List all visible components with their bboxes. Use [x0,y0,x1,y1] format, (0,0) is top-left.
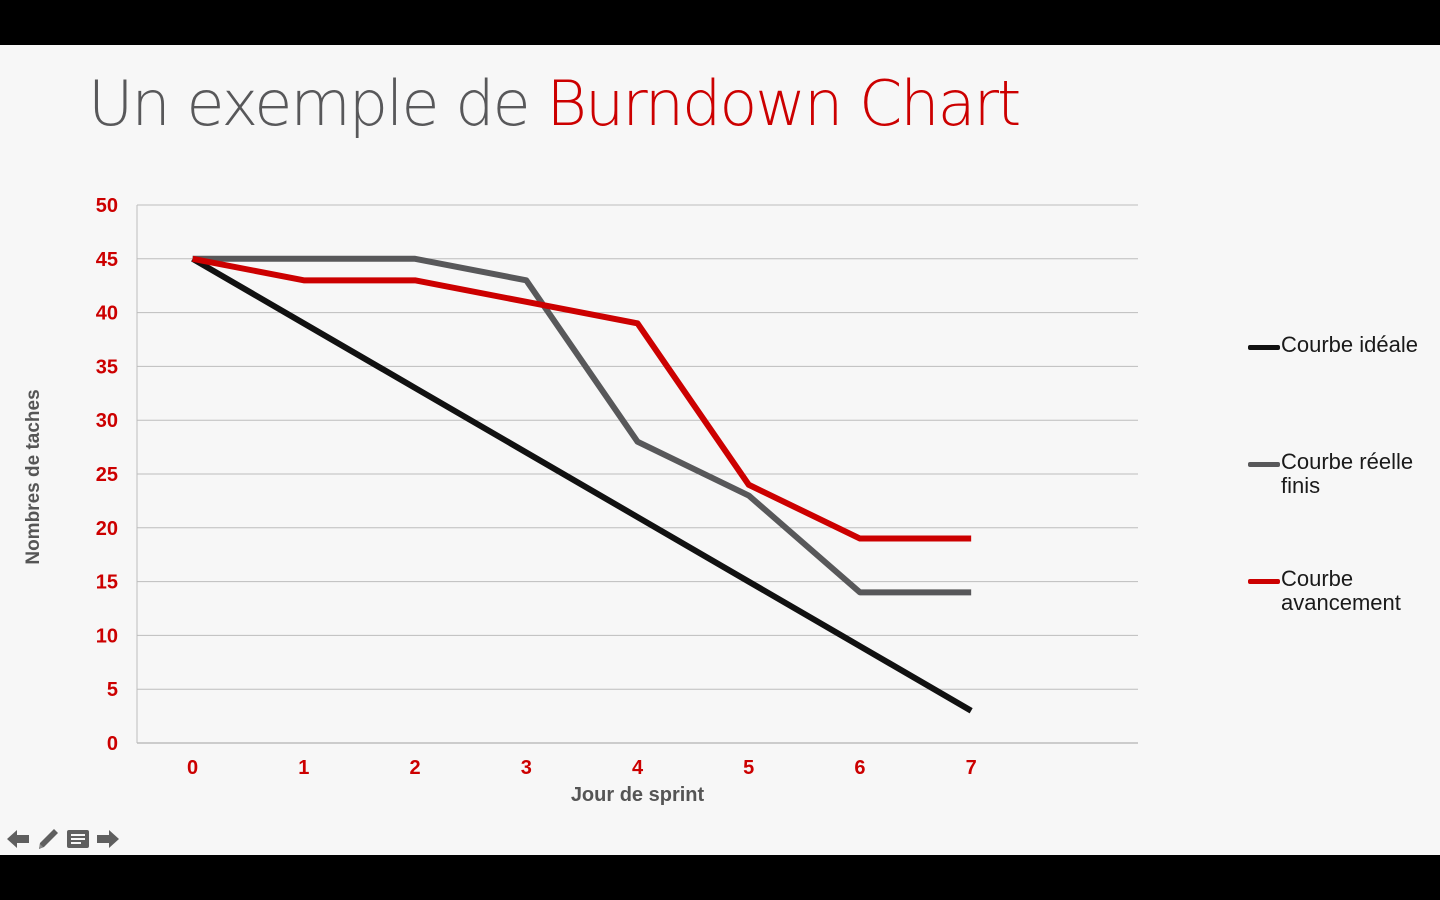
y-axis-title: Nombres de taches [23,389,44,564]
x-tick-label: 7 [966,757,977,779]
legend-label: Courbe idéale [1281,332,1418,357]
y-tick-label: 35 [96,356,118,378]
legend-label: Courbe réelle finis [1281,449,1414,498]
y-tick-label: 20 [96,518,118,540]
y-tick-label: 50 [96,195,118,217]
pencil-icon [39,829,58,849]
series-line-3 [192,255,972,542]
x-tick-label: 4 [632,757,644,779]
legend-label: Courbe avancement [1281,566,1401,615]
x-axis-title: Jour de sprint [571,784,705,806]
notes-button[interactable] [64,825,92,853]
series-line-1 [191,256,973,714]
y-tick-label: 25 [96,464,118,486]
chart-legend: Courbe idéale Courbe réelle finis Courbe a… [1248,333,1438,684]
title-accent-text: Burndown Chart [546,67,1021,140]
y-tick-label: 45 [96,249,118,271]
legend-swatch [1248,579,1280,584]
grid-layer [137,204,1138,690]
slide-navigation [4,825,122,853]
y-tick-label: 0 [107,733,118,755]
x-tick-label: 3 [521,757,532,779]
annotate-button[interactable] [34,825,62,853]
y-tick-label: 5 [107,679,118,701]
y-tick-label: 40 [96,303,118,325]
y-tick-label: 15 [96,572,118,594]
x-tick-label: 1 [298,757,309,779]
notes-icon [67,830,89,848]
legend-item: Courbe réelle finis [1248,450,1438,567]
series-layer [191,255,973,714]
x-tick-label: 2 [409,757,420,779]
next-slide-button[interactable] [94,825,122,853]
x-tick-label: 6 [854,757,865,779]
legend-swatch [1248,345,1280,350]
y-tick-label: 10 [96,625,118,647]
legend-item: Courbe idéale [1248,333,1438,450]
y-tick-label: 30 [96,410,118,432]
previous-slide-button[interactable] [4,825,32,853]
x-tick-label: 5 [743,757,754,779]
legend-swatch [1248,462,1280,467]
axis-layer [136,205,1138,744]
previous-arrow-icon [7,830,29,848]
series-line-2 [192,255,972,596]
slide: Un exemple de Burndown Chart 0 5 10 15 20 25 3… [0,45,1440,855]
x-tick-label: 0 [187,757,198,779]
slide-title: Un exemple de Burndown Chart [88,67,1021,140]
next-arrow-icon [97,830,119,848]
title-text: Un exemple de [88,67,547,140]
legend-item: Courbe avancement [1248,567,1438,684]
